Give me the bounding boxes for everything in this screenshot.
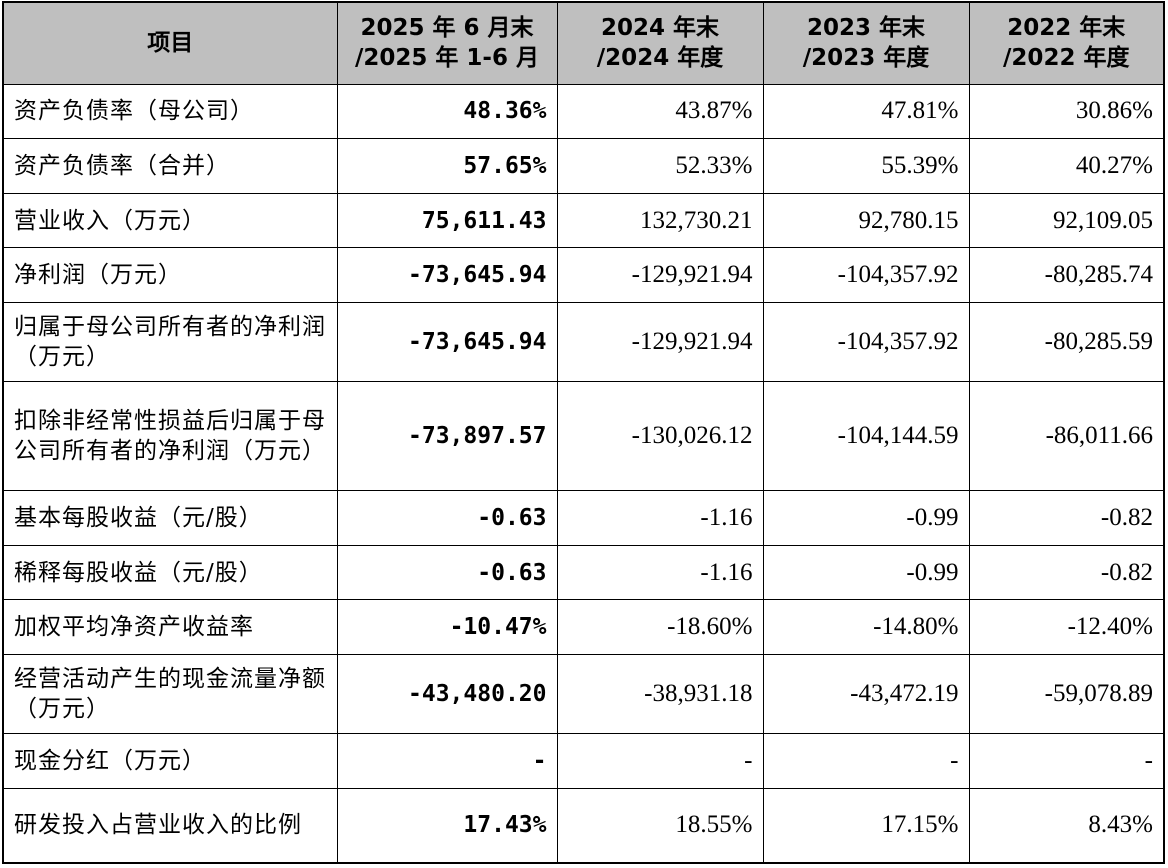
table-row: 资产负债率（母公司） 48.36% 43.87% 47.81% 30.86% (2, 83, 1165, 140)
cell-2023: - (762, 732, 970, 789)
cell-2025: - (336, 732, 558, 789)
cell-2023: -104,144.59 (762, 380, 970, 492)
cell-2022: 40.27% (968, 138, 1165, 194)
row-label: 经营活动产生的现金流量净额（万元） (2, 654, 338, 734)
cell-2022: 8.43% (968, 787, 1165, 864)
cell-2022: -59,078.89 (968, 654, 1165, 734)
table-row: 扣除非经常性损益后归属于母公司所有者的净利润（万元） -73,897.57 -1… (2, 380, 1165, 492)
cell-2022: -12.40% (968, 599, 1165, 656)
cell-2023: 92,780.15 (762, 192, 970, 249)
header-2022: 2022 年末/2022 年度 (968, 1, 1165, 85)
table-row: 加权平均净资产收益率 -10.47% -18.60% -14.80% -12.4… (2, 599, 1165, 656)
row-label: 归属于母公司所有者的净利润（万元） (2, 302, 338, 382)
cell-2022: -80,285.59 (968, 302, 1165, 382)
cell-2023: -0.99 (762, 544, 970, 601)
cell-2022: -0.82 (968, 544, 1165, 601)
cell-2025: 57.65% (336, 138, 558, 194)
cell-2024: -38,931.18 (556, 654, 764, 734)
cell-2024: 18.55% (556, 787, 764, 864)
table-row: 基本每股收益（元/股） -0.63 -1.16 -0.99 -0.82 (2, 490, 1165, 546)
table-row: 现金分红（万元） - - - - (2, 732, 1165, 789)
cell-2024: 43.87% (556, 83, 764, 140)
cell-2024: - (556, 732, 764, 789)
row-label: 营业收入（万元） (2, 192, 338, 249)
cell-2023: -0.99 (762, 490, 970, 546)
cell-2025: -73,897.57 (336, 380, 558, 492)
cell-2023: -43,472.19 (762, 654, 970, 734)
header-item: 项目 (2, 1, 338, 85)
cell-2025: -10.47% (336, 599, 558, 656)
row-label: 资产负债率（合并） (2, 138, 338, 194)
cell-2025: -73,645.94 (336, 302, 558, 382)
row-label: 现金分红（万元） (2, 732, 338, 789)
cell-2023: -104,357.92 (762, 247, 970, 303)
cell-2025: -0.63 (336, 490, 558, 546)
cell-2024: 132,730.21 (556, 192, 764, 249)
row-label: 加权平均净资产收益率 (2, 599, 338, 656)
header-row: 项目 2025 年 6 月末/2025 年 1-6 月 2024 年末/2024… (2, 1, 1165, 85)
header-2023: 2023 年末/2023 年度 (762, 1, 970, 85)
row-label: 研发投入占营业收入的比例 (2, 787, 338, 864)
table-row: 经营活动产生的现金流量净额（万元） -43,480.20 -38,931.18 … (2, 654, 1165, 734)
cell-2022: - (968, 732, 1165, 789)
cell-2022: -0.82 (968, 490, 1165, 546)
table-row: 归属于母公司所有者的净利润（万元） -73,645.94 -129,921.94… (2, 302, 1165, 382)
cell-2024: -129,921.94 (556, 247, 764, 303)
cell-2025: 75,611.43 (336, 192, 558, 249)
cell-2023: 55.39% (762, 138, 970, 194)
table-row: 稀释每股收益（元/股） -0.63 -1.16 -0.99 -0.82 (2, 544, 1165, 601)
cell-2025: 17.43% (336, 787, 558, 864)
cell-2024: -130,026.12 (556, 380, 764, 492)
row-label: 稀释每股收益（元/股） (2, 544, 338, 601)
cell-2022: 30.86% (968, 83, 1165, 140)
header-2024: 2024 年末/2024 年度 (556, 1, 764, 85)
row-label: 资产负债率（母公司） (2, 83, 338, 140)
row-label: 净利润（万元） (2, 247, 338, 303)
table-row: 营业收入（万元） 75,611.43 132,730.21 92,780.15 … (2, 192, 1165, 249)
header-2025: 2025 年 6 月末/2025 年 1-6 月 (336, 1, 558, 85)
cell-2024: -18.60% (556, 599, 764, 656)
cell-2024: 52.33% (556, 138, 764, 194)
table-row: 净利润（万元） -73,645.94 -129,921.94 -104,357.… (2, 247, 1165, 303)
cell-2024: -1.16 (556, 544, 764, 601)
row-label: 基本每股收益（元/股） (2, 490, 338, 546)
cell-2022: -86,011.66 (968, 380, 1165, 492)
cell-2025: -73,645.94 (336, 247, 558, 303)
cell-2023: 47.81% (762, 83, 970, 140)
cell-2023: 17.15% (762, 787, 970, 864)
cell-2022: -80,285.74 (968, 247, 1165, 303)
cell-2025: -43,480.20 (336, 654, 558, 734)
cell-2022: 92,109.05 (968, 192, 1165, 249)
cell-2024: -129,921.94 (556, 302, 764, 382)
cell-2025: -0.63 (336, 544, 558, 601)
row-label: 扣除非经常性损益后归属于母公司所有者的净利润（万元） (2, 380, 338, 492)
cell-2024: -1.16 (556, 490, 764, 546)
cell-2023: -104,357.92 (762, 302, 970, 382)
table-row: 研发投入占营业收入的比例 17.43% 18.55% 17.15% 8.43% (2, 787, 1165, 864)
cell-2023: -14.80% (762, 599, 970, 656)
cell-2025: 48.36% (336, 83, 558, 140)
table-row: 资产负债率（合并） 57.65% 52.33% 55.39% 40.27% (2, 138, 1165, 194)
